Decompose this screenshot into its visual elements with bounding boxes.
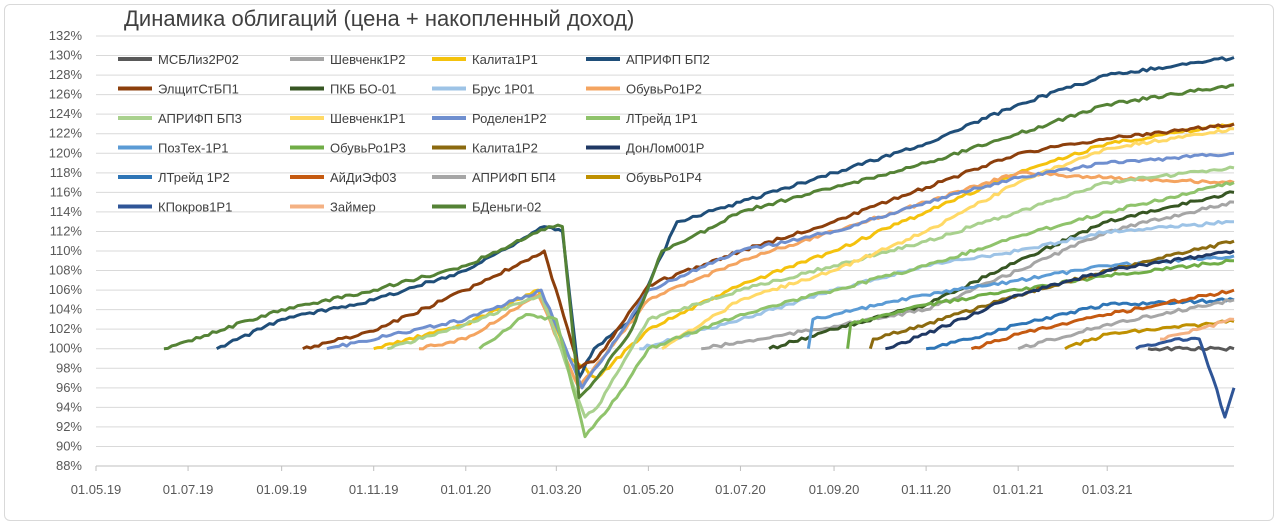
legend-label: Калита1Р2	[472, 141, 538, 156]
legend-label: КПокров1Р1	[158, 200, 232, 215]
x-tick-label: 01.05.19	[71, 482, 122, 497]
x-tick-label: 01.11.20	[901, 482, 951, 497]
series-line-ОбувьРо1Р3	[846, 258, 1234, 349]
y-tick-label: 94%	[56, 399, 82, 414]
series-line-ОбувьРо1Р4	[1064, 318, 1235, 350]
legend-label: МСБЛиз2Р02	[158, 52, 239, 67]
legend-label: ЛТрейд 1Р1	[626, 111, 698, 126]
legend-label: ЛТрейд 1Р2	[158, 170, 230, 185]
y-tick-label: 132%	[49, 28, 83, 43]
series-line-Роделен1Р2	[326, 151, 1235, 390]
y-tick-label: 96%	[56, 380, 82, 395]
legend-label: ОбувьРо1Р4	[626, 170, 702, 185]
y-tick-label: 126%	[49, 87, 83, 102]
series-line-ЛТрейд 1Р2	[925, 297, 1235, 351]
legend-label: Шевченк1Р2	[330, 52, 405, 67]
y-tick-label: 120%	[49, 145, 83, 160]
legend-label: Займер	[330, 200, 376, 215]
x-axis: 01.05.19 01.07.19 01.09.19 01.11.19 01.01.20…	[71, 465, 1234, 497]
legend-label: АПРИФП БП4	[472, 170, 556, 185]
legend-label: ОбувьРо1Р2	[626, 82, 702, 97]
legend-label: АПРИФП БП3	[158, 111, 242, 126]
grid	[96, 35, 1234, 467]
y-tick-label: 98%	[56, 360, 82, 375]
legend-label: Брус 1Р01	[472, 82, 534, 97]
x-tick-label: 01.01.21	[993, 482, 1044, 497]
series-line-КПокров1Р1	[1135, 336, 1236, 419]
legend-label: Калита1Р1	[472, 52, 538, 67]
series-line-ЭлщитСтБП1	[302, 122, 1235, 370]
y-axis: 88% 90% 92% 94% 96% 98% 100% 102% 104% 106% 108% 11…	[49, 28, 83, 473]
series-lines	[163, 56, 1236, 439]
y-tick-label: 102%	[49, 321, 83, 336]
series-line-ПКБ БО-01	[768, 190, 1235, 350]
x-tick-label: 01.09.20	[809, 482, 860, 497]
y-tick-label: 124%	[49, 106, 83, 121]
legend-label: Шевченк1Р1	[330, 111, 405, 126]
legend-label: ПозТех-1Р1	[158, 141, 229, 156]
series-line-АПРИФП БП4	[1017, 298, 1235, 351]
x-tick-label: 01.11.19	[349, 482, 399, 497]
series-line-Калита1Р1	[373, 122, 1235, 380]
y-tick-label: 104%	[49, 302, 83, 317]
y-tick-label: 90%	[56, 438, 82, 453]
legend-label: АйДиЭф03	[330, 170, 397, 185]
series-line-ДонЛом001Р	[885, 249, 1235, 351]
x-tick-label: 01.09.19	[256, 482, 307, 497]
y-tick-label: 88%	[56, 458, 82, 473]
y-tick-label: 92%	[56, 419, 82, 434]
x-tick-label: 01.03.20	[531, 482, 582, 497]
series-line-АПРИФП БП3	[387, 165, 1235, 419]
y-tick-label: 106%	[49, 282, 83, 297]
legend-label: БДеньги-02	[472, 200, 541, 215]
y-tick-label: 118%	[50, 165, 83, 180]
series-line-Займер	[1159, 317, 1235, 341]
chart-title: Динамика облигаций (цена + накопленный д…	[124, 6, 635, 31]
legend-label: ДонЛом001Р	[626, 141, 704, 156]
legend-label: ЭлщитСтБП1	[158, 82, 239, 97]
y-tick-label: 114%	[50, 204, 83, 219]
x-tick-label: 01.03.21	[1082, 482, 1133, 497]
legend-label: ОбувьРо1Р3	[330, 141, 406, 156]
y-tick-label: 122%	[49, 126, 83, 141]
series-line-АйДиЭф03	[970, 288, 1235, 351]
legend-label: АПРИФП БП2	[626, 52, 710, 67]
series-line-АПРИФП БП2	[215, 56, 1235, 380]
y-tick-label: 130%	[49, 48, 83, 63]
series-line-МСБЛиз2Р02	[1147, 345, 1235, 352]
series-line-Калита1Р2	[868, 239, 1235, 350]
series-line-ЛТрейд 1Р1	[478, 181, 1235, 439]
x-tick-label: 01.07.20	[715, 482, 766, 497]
series-line-БДеньги-02	[163, 83, 1235, 400]
legend-label: Роделен1Р2	[472, 111, 547, 126]
legend: МСБЛиз2Р02 Шевченк1Р2 Калита1Р1 АПРИФП БП2 Э…	[118, 52, 710, 215]
series-line-Шевченк1Р2	[701, 200, 1235, 351]
y-tick-label: 116%	[50, 184, 83, 199]
x-tick-label: 01.07.19	[163, 482, 214, 497]
y-tick-label: 112%	[50, 223, 83, 238]
y-tick-label: 110%	[50, 243, 83, 258]
x-tick-label: 01.05.20	[623, 482, 674, 497]
x-tick-label: 01.01.20	[440, 482, 491, 497]
legend-label: ПКБ БО-01	[330, 82, 396, 97]
series-line-Шевченк1Р1	[661, 127, 1235, 350]
y-tick-label: 108%	[49, 263, 83, 278]
y-tick-label: 128%	[49, 67, 83, 82]
y-tick-label: 100%	[49, 341, 83, 356]
